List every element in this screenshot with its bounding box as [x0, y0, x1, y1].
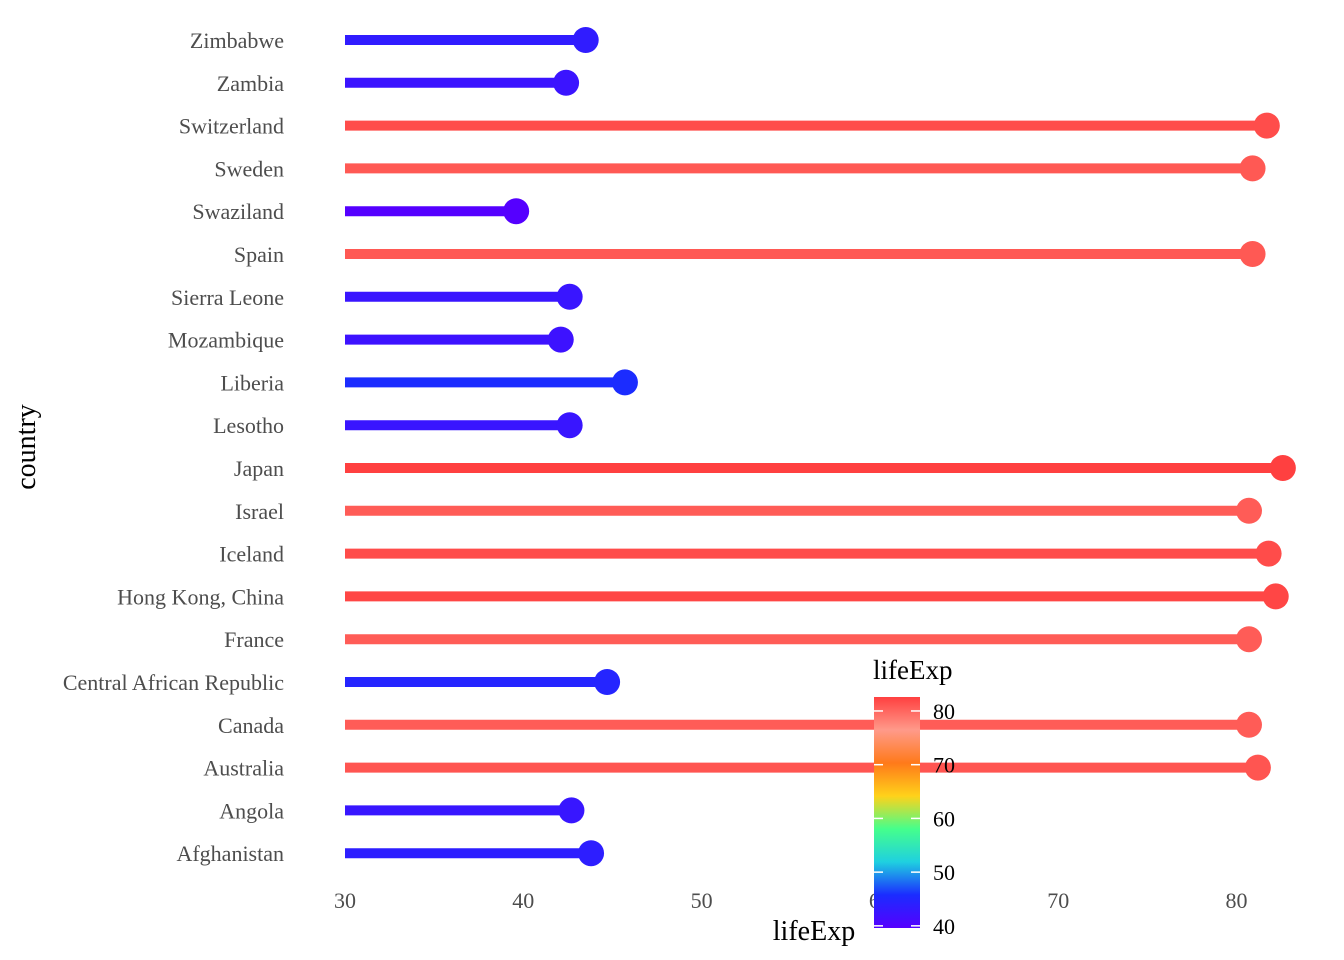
lollipop-point-switzerland	[1253, 112, 1280, 139]
lollipop-point-zimbabwe	[572, 27, 599, 53]
lollipop-point-japan	[1269, 455, 1296, 481]
x-axis-title: lifeExp	[773, 916, 855, 947]
lollipop-point-sweden	[1239, 155, 1266, 182]
lollipop-point-angola	[558, 797, 585, 824]
y-tick-label-angola: Angola	[219, 798, 284, 823]
y-tick-label-iceland: Iceland	[219, 542, 284, 567]
y-tick-label-sierra-leone: Sierra Leone	[171, 285, 284, 310]
y-tick-label-switzerland: Switzerland	[179, 114, 284, 139]
legend-tick-label-50: 50	[933, 860, 955, 885]
lollipop-point-liberia	[611, 369, 638, 396]
x-tick-label-40: 40	[512, 888, 534, 913]
lollipop-point-hong-kong-china	[1262, 583, 1289, 610]
plot-area	[345, 27, 1296, 867]
y-axis-tick-labels: Zimbabwe Zambia Switzerland Sweden Swaziland…	[63, 28, 284, 866]
lollipop-point-australia	[1244, 754, 1271, 781]
legend-tick-label-40: 40	[933, 914, 955, 939]
legend-tick-label-80: 80	[933, 699, 955, 724]
lollipop-point-mozambique	[547, 326, 574, 353]
legend-colorbar	[874, 697, 920, 928]
legend-tick-label-70: 70	[933, 753, 955, 778]
y-tick-label-lesotho: Lesotho	[213, 413, 284, 438]
y-tick-label-france: France	[224, 627, 284, 652]
y-tick-label-spain: Spain	[234, 242, 284, 267]
y-tick-label-israel: Israel	[235, 499, 284, 524]
y-tick-label-zambia: Zambia	[217, 71, 284, 96]
lollipop-point-canada	[1235, 711, 1262, 738]
lollipop-point-afghanistan	[578, 840, 605, 867]
lollipop-point-sierra-leone	[556, 283, 583, 310]
x-tick-label-30: 30	[334, 888, 356, 913]
legend-ticks: 40 50 60 70 80	[874, 699, 955, 939]
lollipop-point-swaziland	[503, 198, 530, 225]
y-tick-label-mozambique: Mozambique	[168, 328, 284, 353]
color-legend: lifeExp 40 50 60 70 80	[873, 655, 955, 939]
y-tick-label-liberia: Liberia	[220, 370, 284, 395]
y-tick-label-hong-kong-china: Hong Kong, China	[117, 584, 284, 609]
x-axis-tick-labels: 304050607080	[334, 888, 1248, 913]
lollipop-point-israel	[1235, 497, 1262, 524]
y-tick-label-australia: Australia	[203, 756, 284, 781]
lollipop-point-iceland	[1255, 540, 1282, 567]
lollipop-point-central-african-republic	[594, 669, 621, 695]
lollipop-segments	[345, 35, 1283, 859]
legend-title: lifeExp	[873, 655, 952, 685]
lollipop-point-lesotho	[556, 412, 583, 439]
lollipop-point-zambia	[553, 69, 580, 96]
x-tick-label-70: 70	[1047, 888, 1069, 913]
y-tick-label-swaziland: Swaziland	[192, 199, 284, 224]
lollipop-points	[503, 27, 1296, 867]
y-tick-label-zimbabwe: Zimbabwe	[190, 28, 284, 53]
y-tick-label-japan: Japan	[234, 456, 284, 481]
y-tick-label-canada: Canada	[218, 713, 284, 738]
x-tick-label-50: 50	[691, 888, 713, 913]
y-tick-label-sweden: Sweden	[214, 156, 284, 181]
lollipop-point-spain	[1239, 241, 1266, 267]
lollipop-point-france	[1235, 626, 1262, 653]
y-tick-label-afghanistan: Afghanistan	[176, 841, 284, 866]
legend-tick-label-60: 60	[933, 806, 955, 831]
x-tick-label-80: 80	[1226, 888, 1248, 913]
y-axis-title: country	[11, 404, 42, 490]
y-tick-label-central-african-republic: Central African Republic	[63, 670, 284, 695]
